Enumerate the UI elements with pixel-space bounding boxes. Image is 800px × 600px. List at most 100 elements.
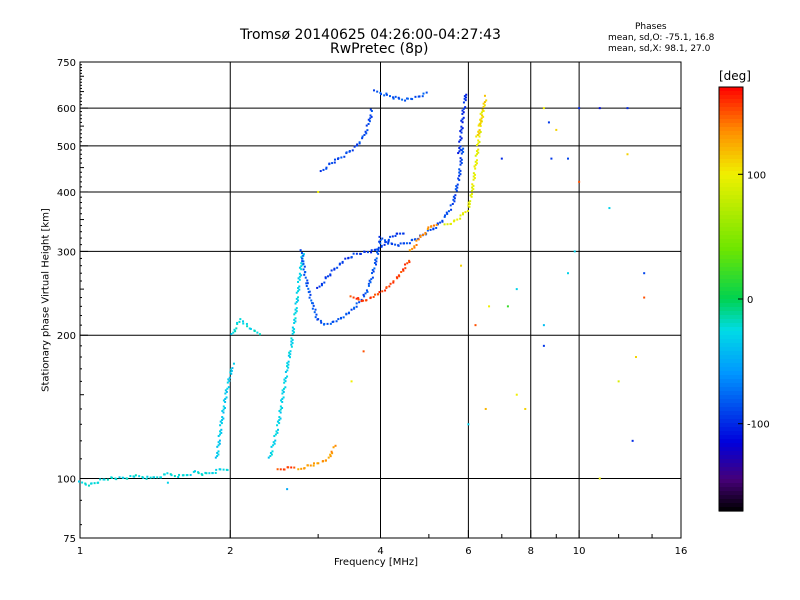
data-point — [337, 157, 340, 160]
data-point — [297, 290, 300, 293]
data-point — [284, 377, 287, 380]
colorbar-band — [719, 375, 743, 380]
data-point — [472, 175, 475, 178]
data-point — [317, 462, 320, 465]
data-point — [279, 408, 282, 411]
data-point — [408, 261, 411, 264]
data-point — [475, 159, 478, 162]
data-point — [314, 308, 317, 311]
data-point — [313, 311, 316, 314]
data-point — [488, 305, 491, 308]
data-point — [229, 371, 232, 374]
data-point — [323, 281, 326, 284]
data-point — [453, 200, 456, 203]
grid-lines — [80, 62, 681, 538]
data-point — [454, 194, 457, 197]
data-point — [217, 444, 220, 447]
chart-title: Tromsø 20140625 04:26:00-04:27:43 — [240, 27, 501, 43]
data-point — [276, 424, 279, 427]
data-point — [295, 297, 298, 300]
data-point — [461, 121, 464, 124]
data-point — [333, 158, 336, 161]
data-point — [332, 320, 335, 323]
chart-subtitle: RwPretec (8p) — [330, 41, 429, 57]
data-point — [258, 333, 261, 336]
data-point — [309, 464, 312, 467]
data-point — [364, 292, 367, 295]
data-point — [310, 299, 313, 302]
data-point — [515, 393, 518, 396]
data-point — [362, 299, 365, 302]
data-point — [226, 381, 229, 384]
data-point — [281, 397, 284, 400]
data-point — [469, 194, 472, 197]
colorbar-band — [719, 215, 743, 220]
data-point — [222, 405, 225, 408]
data-point — [480, 111, 483, 114]
colorbar-band — [719, 187, 743, 192]
data-point — [461, 112, 464, 115]
data-point — [408, 249, 411, 252]
data-point — [295, 300, 298, 303]
data-point — [326, 322, 329, 325]
data-point — [355, 297, 358, 300]
data-point — [138, 475, 141, 478]
data-point — [303, 265, 306, 268]
data-point — [411, 238, 414, 241]
colorbar-tick-label: 0 — [747, 295, 753, 306]
data-point — [291, 332, 294, 335]
data-point — [374, 293, 377, 296]
data-point — [397, 274, 400, 277]
data-point — [286, 488, 289, 491]
colorbar-band — [719, 303, 743, 308]
data-point — [87, 484, 90, 487]
data-point — [349, 295, 352, 298]
data-point — [371, 272, 374, 275]
data-point — [394, 95, 397, 98]
data-point — [222, 468, 225, 471]
data-point — [277, 428, 280, 431]
data-point — [299, 249, 302, 252]
data-point — [173, 475, 176, 478]
data-point — [484, 407, 487, 410]
data-point — [279, 411, 282, 414]
colorbar-band — [719, 367, 743, 372]
colorbar-band — [719, 387, 743, 392]
data-point — [455, 185, 458, 188]
data-point — [293, 313, 296, 316]
data-point — [380, 244, 383, 247]
data-point — [389, 235, 392, 238]
data-point — [459, 173, 462, 176]
data-point — [284, 386, 287, 389]
data-point — [300, 467, 303, 470]
colorbar-band — [719, 331, 743, 336]
data-point — [411, 247, 414, 250]
data-point — [225, 396, 228, 399]
data-point — [276, 420, 279, 423]
data-point — [380, 93, 383, 96]
data-point — [286, 362, 289, 365]
data-point — [271, 450, 274, 453]
colorbar-band — [719, 91, 743, 96]
data-point — [149, 476, 152, 479]
data-point — [481, 108, 484, 111]
data-point — [459, 163, 462, 166]
data-point — [360, 300, 363, 303]
data-point — [617, 380, 620, 383]
colorbar-band — [719, 503, 743, 508]
data-point — [366, 251, 369, 254]
data-point — [459, 217, 462, 220]
colorbar-band — [719, 171, 743, 176]
colorbar-band — [719, 279, 743, 284]
data-point — [302, 254, 305, 257]
data-point — [235, 327, 238, 330]
data-point — [290, 343, 293, 346]
data-point — [279, 405, 282, 408]
data-point — [284, 370, 287, 373]
data-point — [447, 210, 450, 213]
data-point — [329, 322, 332, 325]
data-point — [357, 297, 360, 300]
data-point — [273, 435, 276, 438]
data-point — [106, 478, 109, 481]
